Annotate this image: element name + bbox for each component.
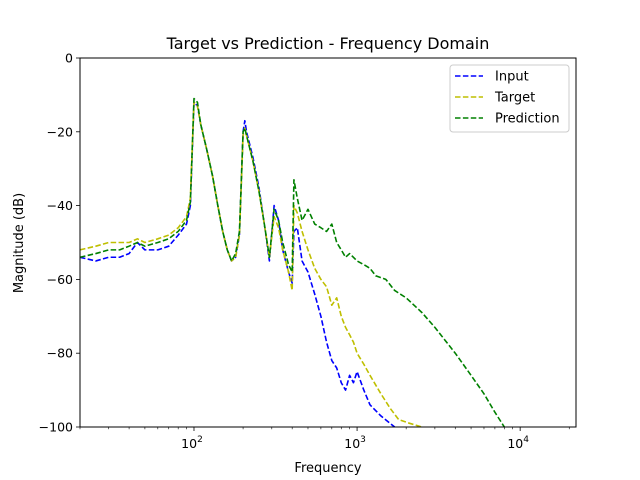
y-axis-title: Magnitude (dB)	[12, 193, 27, 293]
y-tick-label: −40	[47, 198, 73, 213]
legend-label-input: Input	[495, 70, 529, 85]
plot-area	[80, 97, 506, 427]
series-line-prediction	[80, 97, 506, 427]
y-tick-label: 0	[65, 51, 73, 66]
plot-frame	[79, 57, 577, 428]
series-line-input	[80, 101, 396, 427]
legend-label-target: Target	[494, 91, 535, 106]
legend-box	[449, 64, 570, 133]
y-tick-label: −80	[47, 346, 73, 361]
y-tick-label: −100	[39, 420, 73, 435]
chart-title: Target vs Prediction - Frequency Domain	[166, 34, 490, 53]
x-axis-title: Frequency	[294, 461, 361, 476]
legend: Input Target Prediction	[449, 64, 570, 133]
legend-label-prediction: Prediction	[495, 112, 560, 127]
y-tick-label: −60	[47, 272, 73, 287]
y-tick-label: −20	[47, 124, 73, 139]
